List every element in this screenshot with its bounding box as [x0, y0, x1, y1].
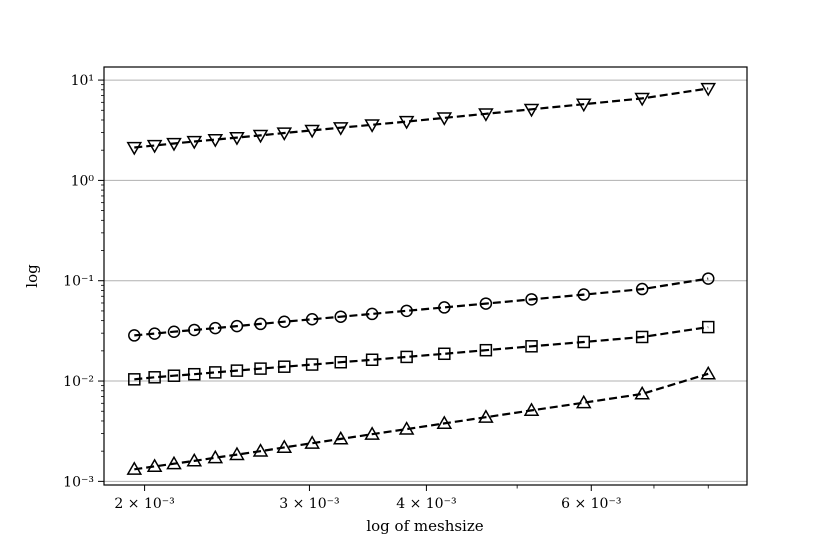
triangle-down-marker: [126, 141, 143, 156]
y-tick-label: 10⁻¹: [63, 274, 94, 290]
square-marker: [230, 364, 244, 377]
triangle-down-marker: [575, 98, 592, 113]
y-tick-label: 10⁻²: [63, 374, 94, 390]
series-line: [134, 372, 709, 471]
y-tick-label: 10⁰: [71, 173, 95, 189]
circle-marker: [701, 272, 715, 285]
circle-marker: [334, 310, 347, 323]
triangle-down-marker: [276, 127, 293, 141]
triangle-down-marker: [332, 122, 349, 136]
triangle-up-marker: [364, 426, 380, 440]
triangle-down-marker: [478, 108, 494, 122]
circle-marker: [577, 288, 591, 301]
square-marker: [188, 367, 201, 381]
series-circle: [128, 272, 715, 342]
square-marker: [128, 373, 141, 386]
series-triangle-up: [126, 365, 717, 475]
triangle-up-marker: [523, 402, 540, 417]
circle-marker: [400, 304, 413, 318]
triangle-down-marker: [186, 135, 203, 150]
square-marker: [701, 320, 715, 334]
series-layer: [126, 82, 717, 475]
triangle-down-marker: [634, 92, 650, 107]
circle-marker: [479, 297, 493, 310]
triangle-down-marker: [700, 82, 717, 97]
series-line: [134, 87, 709, 149]
triangle-up-marker: [276, 439, 293, 454]
series-line: [134, 326, 709, 381]
triangle-down-marker: [229, 131, 245, 146]
circle-marker: [230, 319, 244, 333]
x-ticks: 2 × 10⁻³ 3 × 10⁻³ 4 × 10⁻³ 6 × 10⁻³: [114, 485, 709, 512]
circle-marker: [254, 317, 267, 331]
square-marker: [525, 340, 538, 353]
square-marker: [635, 330, 649, 344]
y-axis-label: log: [23, 264, 41, 288]
circle-marker: [438, 301, 451, 314]
square-marker: [148, 371, 161, 384]
triangle-down-marker: [304, 124, 320, 139]
circle-marker: [365, 307, 379, 321]
triangle-up-marker: [700, 365, 717, 380]
triangle-down-marker: [436, 112, 453, 126]
circle-marker: [128, 329, 141, 342]
y-tick-label: 10¹: [71, 73, 94, 89]
series-triangle-down: [126, 82, 717, 156]
y-tick-label: 10⁻³: [63, 474, 94, 490]
square-marker: [577, 335, 591, 349]
triangle-down-marker: [364, 119, 380, 133]
triangle-up-marker: [304, 435, 320, 449]
circle-marker: [278, 315, 291, 328]
circle-marker: [635, 282, 649, 296]
square-marker: [209, 366, 222, 379]
square-marker: [334, 355, 347, 369]
plot-frame: [103, 66, 748, 486]
triangle-up-marker: [398, 421, 415, 435]
x-tick-label: 4 × 10⁻³: [396, 496, 456, 512]
triangle-up-marker: [126, 461, 143, 475]
square-marker: [167, 369, 181, 382]
square-marker: [278, 360, 291, 373]
triangle-up-marker: [436, 415, 453, 430]
triangle-up-marker: [332, 430, 349, 445]
x-tick-label: 2 × 10⁻³: [114, 496, 174, 512]
circle-marker: [525, 293, 538, 306]
x-tick-label: 6 × 10⁻³: [561, 496, 621, 512]
triangle-up-marker: [634, 385, 650, 400]
triangle-down-marker: [523, 103, 540, 118]
square-marker: [479, 343, 493, 357]
triangle-down-marker: [166, 137, 182, 152]
triangle-up-marker: [186, 452, 203, 467]
square-marker: [438, 347, 451, 361]
x-axis-label: log of meshsize: [366, 517, 483, 535]
square-marker: [254, 362, 267, 375]
series-square: [128, 320, 715, 386]
square-marker: [400, 350, 413, 364]
x-tick-label: 3 × 10⁻³: [279, 496, 339, 512]
triangle-down-marker: [146, 139, 163, 154]
triangle-up-marker: [575, 394, 592, 409]
series-line: [134, 277, 709, 337]
circle-marker: [167, 325, 181, 338]
circle-marker: [188, 323, 201, 337]
triangle-down-marker: [207, 133, 224, 148]
circle-marker: [209, 321, 222, 335]
circle-marker: [148, 327, 161, 340]
triangle-up-marker: [252, 443, 269, 457]
square-marker: [365, 353, 379, 367]
square-marker: [305, 358, 319, 371]
triangle-down-marker: [252, 129, 269, 144]
y-ticks: 10⁻³ 10⁻² 10⁻¹ 10⁰ 10¹: [63, 73, 104, 490]
circle-marker: [305, 313, 319, 326]
triangle-down-marker: [398, 115, 415, 130]
triangle-up-marker: [166, 455, 182, 470]
triangle-up-marker: [146, 458, 163, 473]
grid-lines: [104, 79, 747, 482]
triangle-up-marker: [229, 446, 245, 461]
triangle-up-marker: [478, 409, 494, 423]
triangle-up-marker: [207, 449, 224, 464]
